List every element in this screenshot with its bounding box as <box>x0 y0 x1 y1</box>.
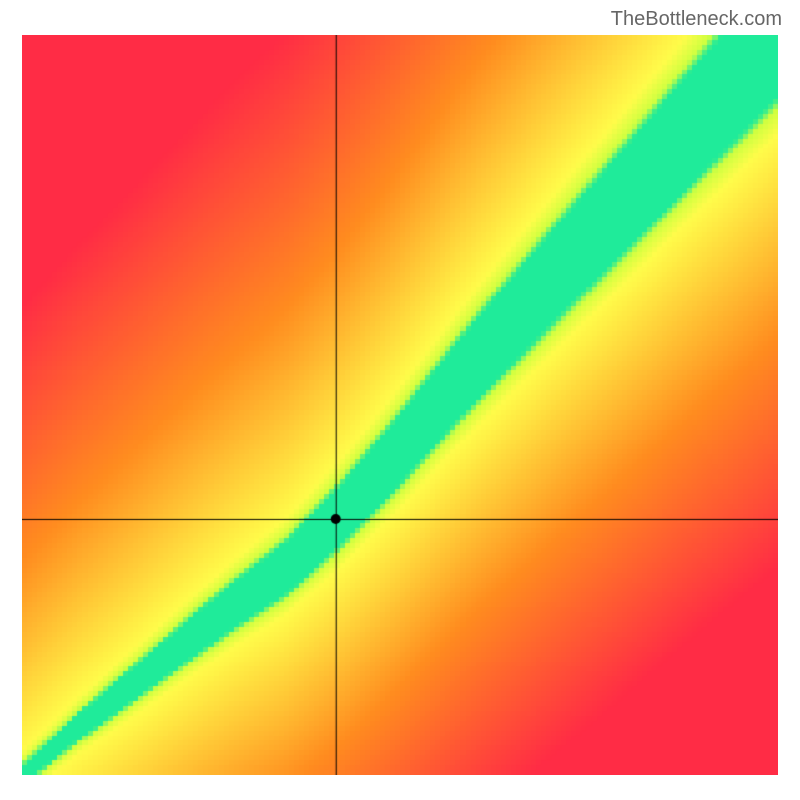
watermark-text: TheBottleneck.com <box>611 8 782 31</box>
bottleneck-heatmap-chart <box>22 35 778 775</box>
heatmap-canvas <box>22 35 778 775</box>
